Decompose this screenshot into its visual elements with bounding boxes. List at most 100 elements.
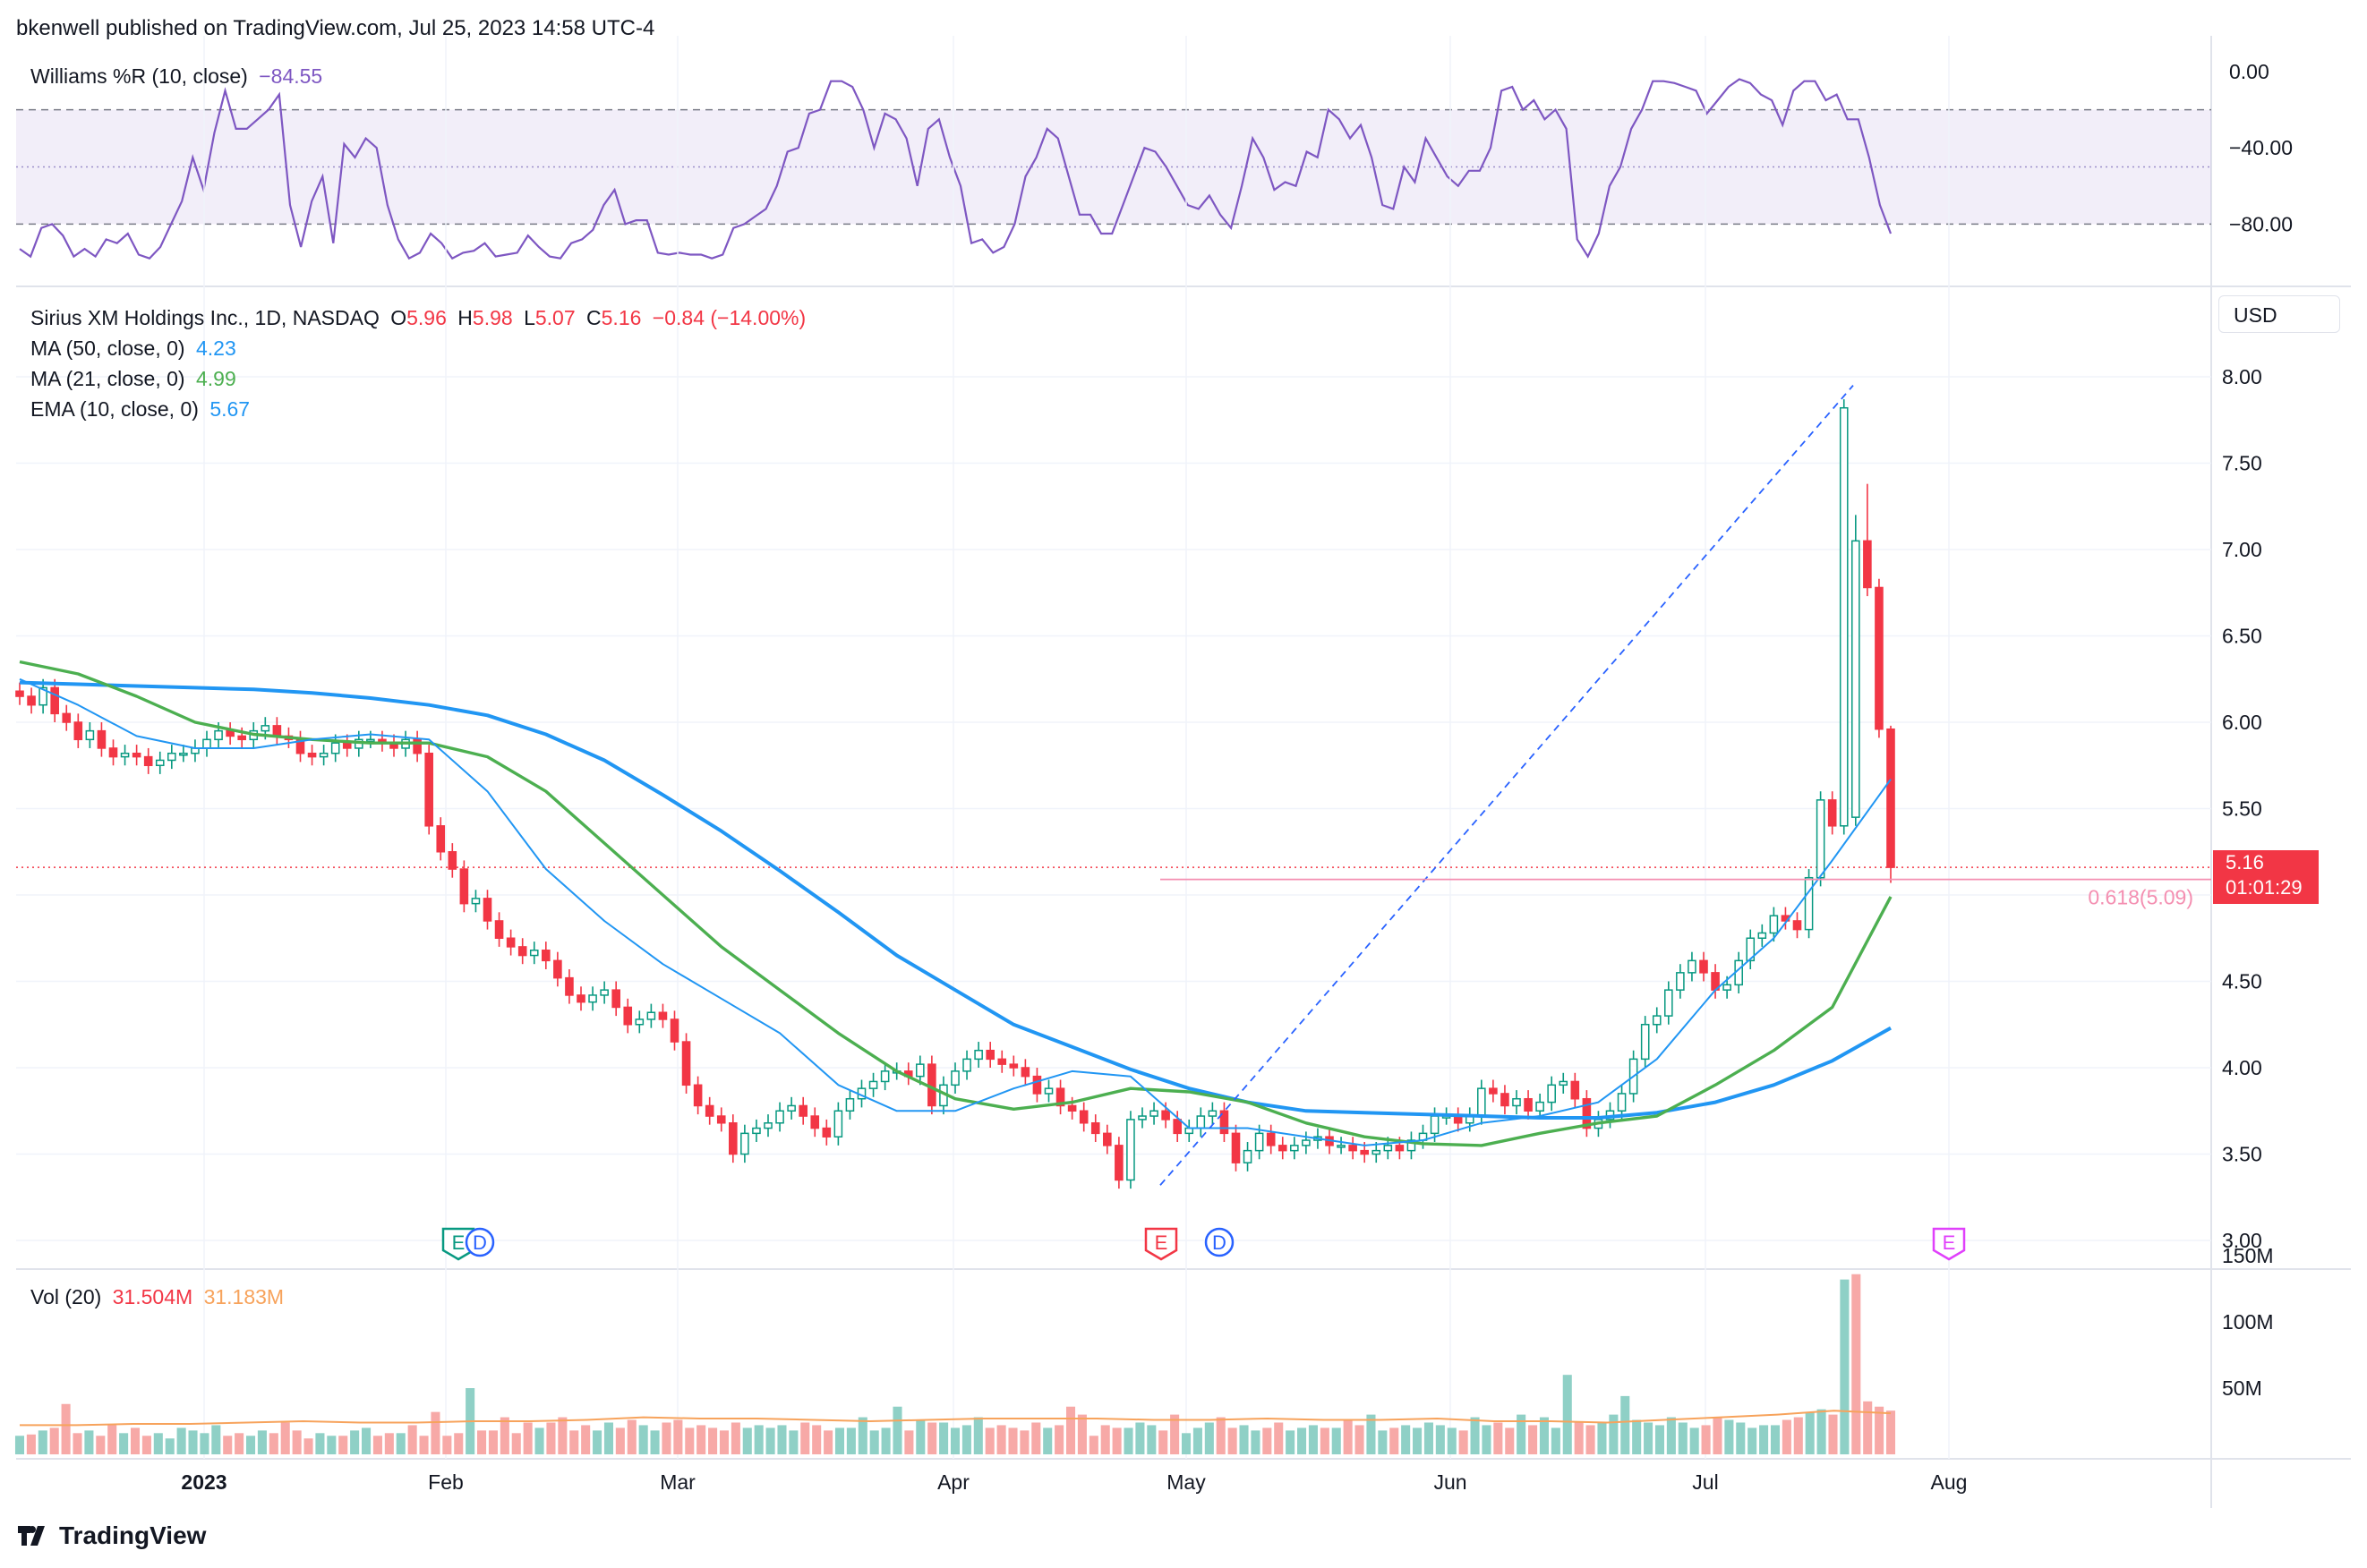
volume-bar: [119, 1433, 129, 1454]
volume-bar: [985, 1427, 995, 1454]
candle-body: [1676, 972, 1685, 991]
volume-bar: [26, 1434, 36, 1454]
volume-bar: [869, 1430, 879, 1454]
ma50-legend[interactable]: MA (50, close, 0) 4.23: [30, 337, 242, 361]
candle-body: [132, 752, 141, 758]
candle-body: [1863, 540, 1872, 589]
candle-body: [1500, 1093, 1509, 1107]
volume-bar: [1216, 1417, 1226, 1454]
volume-bar: [731, 1422, 740, 1454]
candle-body: [1406, 1139, 1416, 1152]
volume-bar: [615, 1427, 625, 1454]
volume-bar: [431, 1411, 440, 1454]
event-marker-label: E: [1943, 1231, 1956, 1254]
ma-line-0: [19, 680, 1892, 1120]
candle-body: [366, 738, 375, 743]
volume-bar: [153, 1433, 163, 1454]
volume-bar: [1077, 1414, 1087, 1454]
candle-body: [97, 729, 107, 749]
volume-bar: [49, 1427, 59, 1454]
candle-body: [986, 1049, 995, 1061]
candle-body: [1804, 876, 1814, 931]
tradingview-logo[interactable]: TradingView: [18, 1521, 206, 1550]
change-value: −0.84 (−14.00%): [652, 306, 807, 329]
candle-body: [1009, 1063, 1019, 1069]
candle-body: [1371, 1149, 1381, 1155]
candle-body: [1792, 920, 1802, 931]
candle-body: [810, 1115, 820, 1129]
high-value: 5.98: [472, 306, 513, 329]
volume-bar: [96, 1436, 106, 1454]
price-tick-label: 6.00: [2222, 711, 2262, 734]
volume-bar: [1597, 1422, 1607, 1454]
symbol-legend[interactable]: Sirius XM Holdings Inc., 1D, NASDAQ O5.9…: [30, 306, 811, 330]
candle-body: [822, 1127, 832, 1138]
price-tick-label: 3.00: [2222, 1229, 2262, 1252]
candle-body: [1337, 1145, 1346, 1148]
candle-body: [1851, 540, 1860, 818]
currency-button[interactable]: USD: [2218, 295, 2340, 333]
candle-body: [448, 851, 457, 870]
volume-bar: [789, 1430, 799, 1454]
volume-bar: [407, 1425, 417, 1454]
ma21-legend[interactable]: MA (21, close, 0) 4.99: [30, 367, 242, 391]
volume-bar: [442, 1436, 452, 1454]
candle-body: [1090, 1122, 1100, 1135]
low-label: L: [524, 306, 535, 329]
price-tick-label: 3.50: [2222, 1143, 2262, 1166]
candle-body: [658, 1011, 668, 1020]
volume-bar: [800, 1422, 810, 1454]
volume-tick-label: 100M: [2222, 1310, 2274, 1334]
ma-line-2: [19, 677, 1892, 1146]
volume-bar: [1308, 1425, 1318, 1454]
volume-bar: [1065, 1406, 1076, 1454]
volume-bar: [84, 1430, 94, 1454]
volume-bar: [200, 1433, 209, 1454]
volume-bar: [1701, 1425, 1711, 1454]
candle-body: [1219, 1110, 1229, 1135]
candle-body: [50, 686, 59, 715]
candle-body: [1535, 1101, 1544, 1112]
volume-bar: [338, 1436, 348, 1454]
candle-body: [1827, 799, 1837, 827]
candle-body: [1524, 1097, 1533, 1112]
volume-bar: [1320, 1427, 1329, 1454]
candle-body: [143, 755, 153, 766]
candle-body: [529, 950, 539, 957]
candle-body: [1559, 1080, 1568, 1087]
volume-bar: [846, 1427, 856, 1454]
volume-bar: [961, 1425, 971, 1454]
volume-bar: [939, 1422, 949, 1454]
candle-body: [880, 1070, 890, 1083]
volume-bar: [1620, 1395, 1630, 1454]
volume-bar: [1389, 1427, 1399, 1454]
candle-body: [1115, 1145, 1124, 1181]
ma50-label: MA (50, close, 0): [30, 337, 185, 360]
volume-bar: [696, 1425, 706, 1454]
candle-body: [120, 752, 130, 758]
wr-tick-label: −80.00: [2229, 212, 2293, 235]
williams-r-panel: 0.00 −40.00 −80.00: [16, 60, 2293, 260]
volume-value: 31.504M: [112, 1285, 193, 1308]
candle-body: [1254, 1132, 1264, 1152]
volume-bar: [834, 1427, 845, 1454]
candle-body: [1875, 586, 1884, 730]
volume-bar: [765, 1427, 775, 1454]
price-tick-label: 4.00: [2222, 1056, 2262, 1079]
volume-bar: [165, 1438, 175, 1454]
event-marker-label: D: [473, 1231, 487, 1254]
volume-bar: [1435, 1425, 1445, 1454]
ema10-legend[interactable]: EMA (10, close, 0) 5.67: [30, 397, 255, 422]
volume-bar: [824, 1430, 833, 1454]
candle-body: [214, 729, 223, 741]
candle-body: [1757, 932, 1767, 939]
time-tick-label: Feb: [428, 1470, 464, 1494]
volume-ma-line: [20, 1410, 1892, 1427]
close-value: 5.16: [601, 306, 642, 329]
candle-body: [1816, 799, 1825, 879]
candle-body: [62, 712, 72, 723]
volume-bar: [1413, 1427, 1423, 1454]
volume-bar: [523, 1422, 533, 1454]
candle-body: [577, 994, 585, 1003]
